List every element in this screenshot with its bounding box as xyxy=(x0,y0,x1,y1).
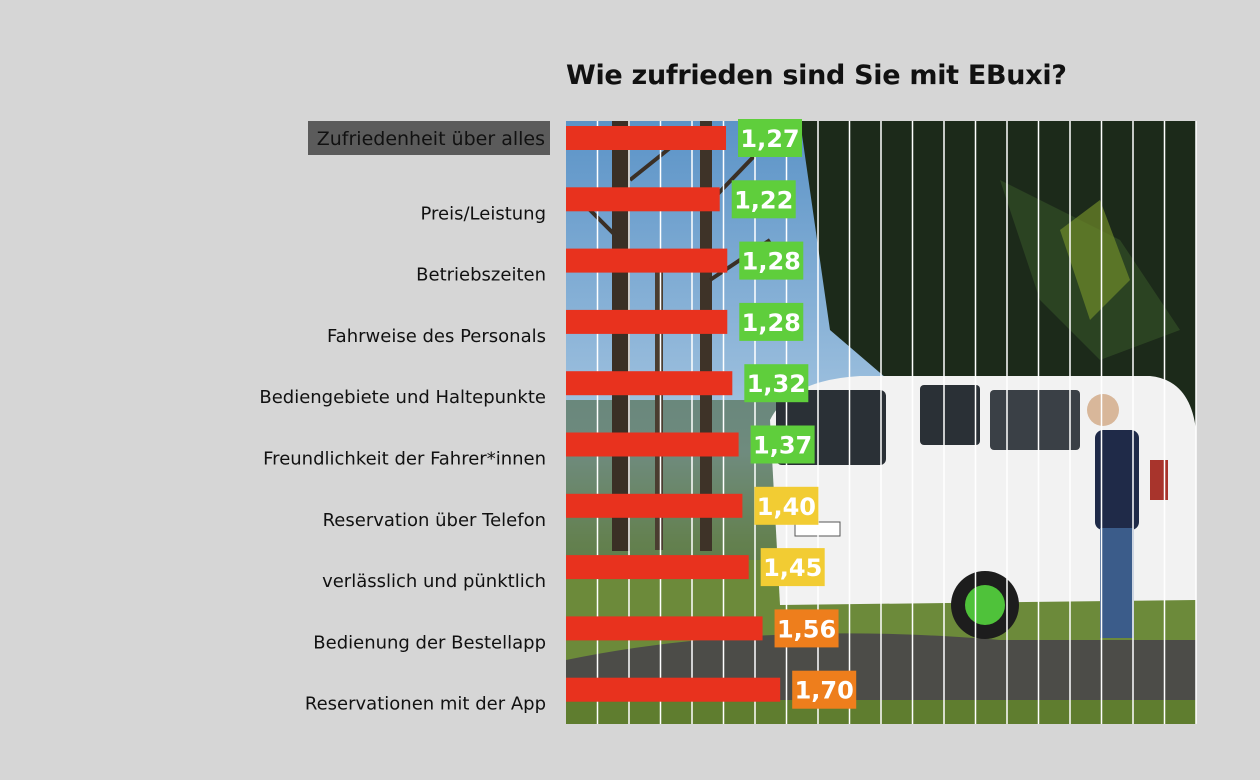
bar xyxy=(566,677,781,702)
category-label: verlässlich und pünktlich xyxy=(322,571,546,592)
data-label: 1,27 xyxy=(740,125,799,153)
bar xyxy=(566,309,728,334)
data-label: 1,32 xyxy=(747,370,806,398)
data-label: 1,37 xyxy=(753,432,812,460)
bar xyxy=(566,187,720,212)
category-highlight xyxy=(308,121,550,155)
data-label-box xyxy=(731,180,796,219)
data-label-box xyxy=(750,425,815,464)
bar xyxy=(566,371,733,396)
data-label-box xyxy=(739,241,804,280)
bar xyxy=(566,616,763,641)
data-label: 1,40 xyxy=(757,493,816,521)
data-label: 1,56 xyxy=(777,615,836,643)
bars-layer xyxy=(566,126,781,702)
data-label-box xyxy=(754,486,819,525)
category-label: Freundlichkeit der Fahrer*innen xyxy=(263,449,546,470)
category-label: Preis/Leistung xyxy=(420,203,546,224)
data-label-box xyxy=(739,302,804,341)
category-label: Reservation über Telefon xyxy=(323,510,546,531)
data-label-box xyxy=(792,670,857,709)
data-label: 1,28 xyxy=(742,309,801,337)
data-label: 1,45 xyxy=(763,554,822,582)
category-label: Reservationen mit der App xyxy=(305,694,546,715)
category-label: Bedienung der Bestellapp xyxy=(313,632,546,653)
labels-layer: 1,27 Zufriedenheit über alles 1,22 Preis/Le… xyxy=(259,119,857,715)
data-label: 1,28 xyxy=(742,248,801,276)
bar xyxy=(566,126,727,150)
category-label: Betriebszeiten xyxy=(416,265,546,286)
data-label-box xyxy=(744,364,809,403)
bar xyxy=(566,432,739,457)
data-label: 1,70 xyxy=(795,677,854,705)
bar xyxy=(566,493,743,518)
data-label-box xyxy=(774,609,839,648)
data-label-box xyxy=(738,119,803,157)
data-label: 1,22 xyxy=(734,186,793,214)
bar xyxy=(566,248,728,273)
bar xyxy=(566,555,749,580)
category-label: Zufriedenheit über alles xyxy=(317,128,545,150)
category-label: Fahrweise des Personals xyxy=(327,326,546,347)
chart-title: Wie zufrieden sind Sie mit EBuxi? xyxy=(566,60,1067,91)
data-label-box xyxy=(760,548,825,587)
category-label: Bediengebiete und Haltepunkte xyxy=(259,387,546,408)
